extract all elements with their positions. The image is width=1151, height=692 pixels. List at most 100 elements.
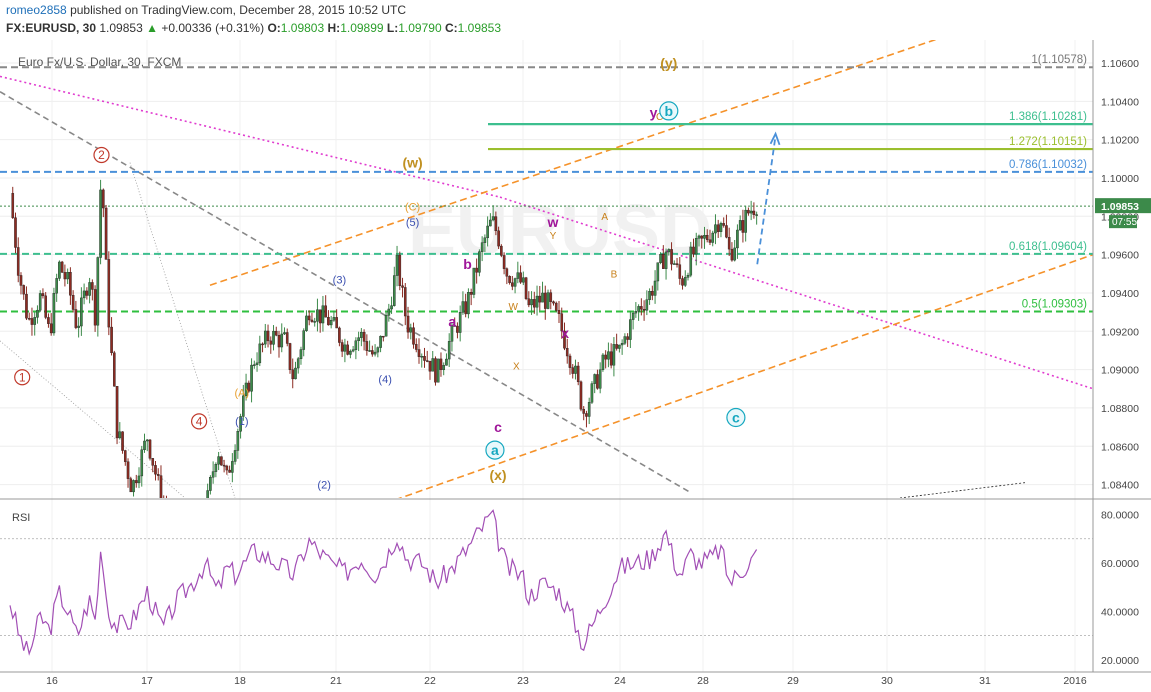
candle-up — [368, 350, 371, 352]
high-label: H: — [327, 21, 341, 35]
candle-down — [335, 317, 338, 329]
candle-down — [469, 292, 473, 295]
candle-up — [623, 336, 627, 344]
candle-down — [700, 235, 704, 239]
last-price-badge — [1095, 198, 1151, 214]
candle-down — [16, 247, 20, 276]
candle-down — [104, 207, 108, 260]
candle-up — [689, 246, 693, 276]
candle-down — [346, 344, 349, 355]
candle-down — [538, 295, 542, 303]
up-arrow-icon: ▲ — [146, 21, 158, 35]
candle-down — [11, 193, 15, 218]
x-tick-label: 31 — [979, 675, 991, 687]
wave-label: a — [448, 314, 456, 330]
wave-label: 4 — [196, 415, 203, 429]
candle-up — [280, 333, 284, 348]
candle-down — [49, 323, 53, 334]
candle-down — [27, 318, 31, 320]
candle-up — [80, 297, 83, 327]
pink-trendline — [499, 196, 1093, 390]
candle-down — [549, 292, 553, 302]
candle-up — [96, 257, 100, 326]
candle-up — [236, 431, 240, 451]
candle-down — [123, 450, 127, 462]
candle-up — [33, 317, 37, 325]
y-tick-label: 1.10400 — [1101, 96, 1139, 108]
wave-label: b — [463, 256, 472, 272]
y-tick-label: 1.08600 — [1101, 441, 1139, 453]
candle-down — [74, 309, 78, 328]
candle-down — [722, 223, 725, 226]
candle-up — [593, 374, 596, 384]
candle-up — [607, 351, 610, 360]
rsi-title: RSI — [12, 512, 30, 524]
x-tick-label: 29 — [787, 675, 799, 687]
forecast-arrow — [756, 135, 777, 265]
wave-label: B — [611, 269, 618, 280]
candle-up — [755, 214, 758, 216]
candle-down — [154, 465, 157, 475]
y-tick-label: 1.10600 — [1101, 58, 1139, 70]
candle-down — [403, 287, 407, 317]
close-value: 1.09853 — [457, 21, 502, 35]
candle-up — [239, 416, 242, 432]
y-tick-label: 1.10000 — [1101, 173, 1139, 185]
x-tick-label: 2016 — [1063, 675, 1087, 687]
candle-up — [145, 439, 149, 442]
rsi-pane[interactable] — [0, 509, 1093, 656]
candle-up — [598, 369, 602, 389]
wave-label: (5) — [406, 217, 419, 229]
candle-up — [667, 249, 671, 253]
candle-up — [387, 308, 391, 316]
candle-up — [351, 349, 355, 352]
candle-up — [354, 340, 358, 350]
candle-down — [505, 268, 509, 277]
candle-down — [576, 365, 580, 383]
candle-up — [332, 317, 336, 321]
x-tick-label: 17 — [141, 675, 153, 687]
candle-down — [19, 275, 23, 286]
candle-down — [497, 230, 500, 247]
wave-label: (1) — [235, 416, 248, 428]
candle-up — [590, 383, 594, 403]
candle-down — [423, 356, 426, 361]
candle-up — [648, 291, 651, 300]
wave-label: (w) — [402, 155, 422, 171]
author-link[interactable]: romeo2858 — [6, 3, 67, 17]
candle-down — [398, 254, 402, 286]
candle-up — [458, 312, 462, 333]
candle-down — [511, 282, 514, 287]
candle-up — [393, 275, 396, 306]
candle-down — [115, 386, 119, 439]
candle-down — [406, 315, 410, 333]
wave-label: c — [732, 409, 740, 425]
candle-down — [494, 216, 498, 232]
candle-down — [642, 309, 646, 311]
countdown-label: 07:55 — [1112, 217, 1137, 228]
y-tick-label: 1.08800 — [1101, 403, 1139, 415]
candle-up — [250, 364, 253, 392]
candle-down — [563, 330, 566, 349]
candle-up — [244, 382, 248, 397]
candle-up — [379, 335, 382, 348]
candle-down — [156, 474, 160, 476]
candle-down — [640, 306, 643, 310]
candle-up — [513, 278, 517, 287]
symbol-label[interactable]: FX:EURUSD, 30 — [6, 21, 97, 35]
last-price: 1.09853 — [99, 21, 143, 35]
candle-down — [365, 341, 369, 351]
candle-down — [63, 272, 67, 280]
candle-down — [434, 358, 437, 383]
candle-down — [532, 299, 536, 308]
candle-down — [747, 209, 750, 214]
wave-label: (2) — [317, 479, 330, 491]
candle-down — [44, 295, 47, 318]
fib-level-label: 1.386(1.10281) — [1009, 111, 1087, 123]
candle-up — [645, 299, 649, 311]
candle-down — [585, 413, 588, 417]
price-pane[interactable] — [0, 38, 1093, 571]
candle-down — [527, 298, 531, 306]
candle-up — [357, 337, 360, 342]
